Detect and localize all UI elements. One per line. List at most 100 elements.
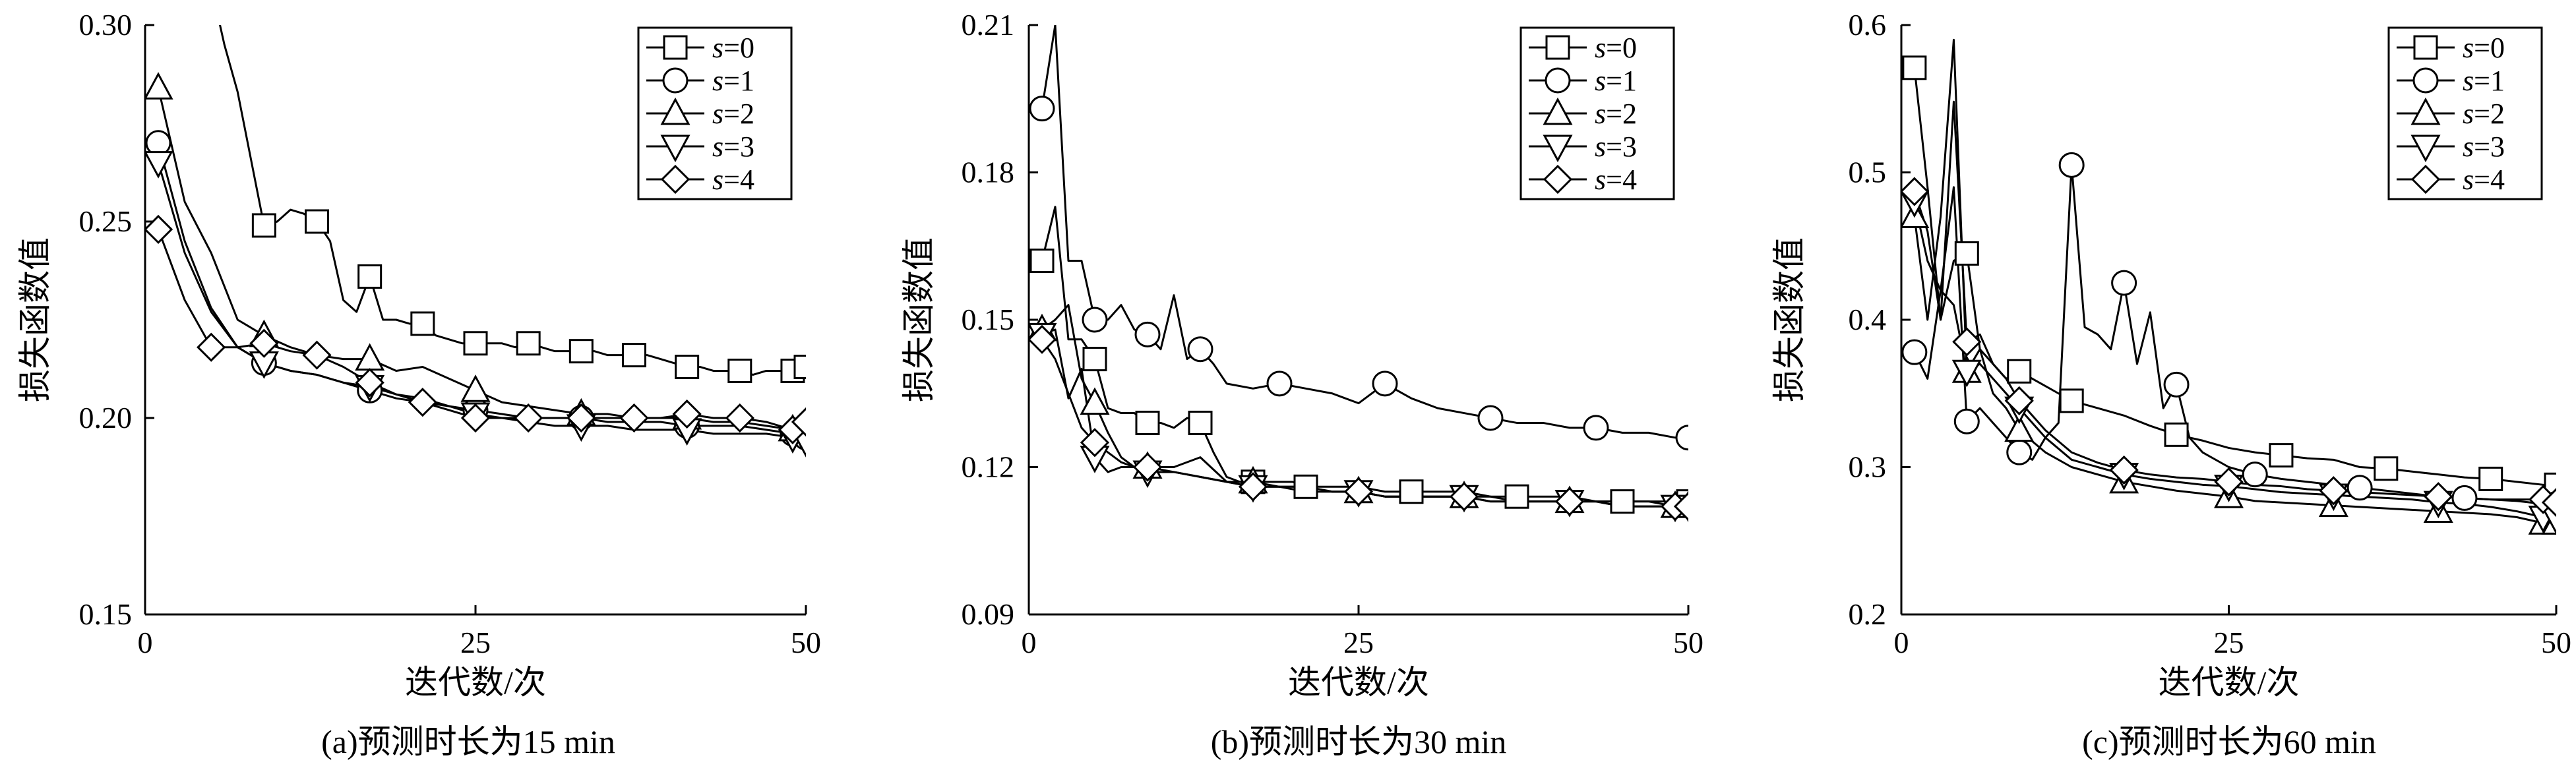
y-tick-label: 0.6 bbox=[1849, 8, 1887, 42]
data-point-s=2 bbox=[355, 343, 385, 371]
data-point-s=1 bbox=[1134, 321, 1161, 347]
legend-var: s bbox=[1595, 164, 1606, 196]
legend-marker-s=0 bbox=[2413, 35, 2438, 60]
data-point-s=3 bbox=[2541, 507, 2556, 535]
legend-label: s=3 bbox=[2463, 131, 2505, 163]
data-point-s=1 bbox=[2058, 152, 2085, 178]
data-point-s=1 bbox=[1082, 307, 1108, 333]
data-point-s=1 bbox=[1675, 425, 1688, 451]
legend-var: s bbox=[1595, 98, 1606, 130]
data-point-s=4 bbox=[1029, 324, 1057, 354]
data-point-s=4 bbox=[2109, 455, 2139, 485]
data-point-s=4 bbox=[2214, 467, 2244, 496]
data-point-s=4 bbox=[355, 368, 384, 398]
legend-value: =2 bbox=[2474, 98, 2505, 130]
data-point-s=0 bbox=[675, 355, 700, 380]
data-point-s=1 bbox=[2163, 371, 2190, 398]
legend-marker-s=3 bbox=[2410, 134, 2441, 163]
legend-marker-s=4 bbox=[2410, 164, 2441, 194]
legend-value: =4 bbox=[2474, 164, 2505, 196]
data-point-s=4 bbox=[2424, 482, 2453, 512]
legend-value: =2 bbox=[723, 98, 754, 130]
legend-label: s=2 bbox=[712, 98, 754, 130]
data-point-s=3 bbox=[145, 151, 173, 179]
data-point-s=4 bbox=[1449, 482, 1479, 512]
data-point-s=4 bbox=[145, 214, 173, 245]
legend-label: s=0 bbox=[2463, 32, 2505, 64]
legend-var: s bbox=[2463, 65, 2474, 97]
legend-value: =3 bbox=[1606, 131, 1637, 163]
data-point-s=1 bbox=[1372, 371, 1398, 397]
legend: s=0s=1s=2s=3s=4 bbox=[637, 26, 793, 200]
legend-marker-s=2 bbox=[660, 97, 690, 125]
data-point-s=4 bbox=[1952, 327, 1982, 357]
data-point-s=0 bbox=[1954, 241, 1979, 266]
data-point-s=4 bbox=[1343, 477, 1374, 506]
legend-marker-s=4 bbox=[660, 164, 690, 194]
data-point-s=0 bbox=[568, 339, 594, 364]
legend-value: =0 bbox=[723, 32, 754, 64]
data-point-s=1 bbox=[1029, 96, 1055, 122]
legend-value: =0 bbox=[2474, 32, 2505, 64]
y-tick-label: 0.3 bbox=[1849, 450, 1887, 484]
data-point-s=1 bbox=[2006, 439, 2033, 465]
data-point-s=1 bbox=[2451, 485, 2478, 511]
x-axis-label: 迭代数/次 bbox=[1288, 664, 1429, 701]
legend-marker-s=0 bbox=[1545, 35, 1570, 60]
x-tick-label: 50 bbox=[791, 626, 821, 659]
data-point-s=0 bbox=[516, 331, 541, 356]
x-axis-label: 迭代数/次 bbox=[405, 664, 546, 701]
y-tick-label: 0.15 bbox=[79, 597, 133, 631]
x-tick-label: 0 bbox=[138, 626, 153, 659]
series-group bbox=[1029, 25, 1688, 523]
legend-label: s=1 bbox=[2463, 65, 2505, 97]
legend-value: =3 bbox=[2474, 131, 2505, 163]
panel-caption: (a)预测时长为15 min bbox=[321, 723, 615, 760]
data-point-s=2 bbox=[460, 374, 491, 402]
data-point-s=1 bbox=[1953, 408, 1980, 434]
data-point-s=0 bbox=[1188, 410, 1213, 435]
panel-caption: (b)预测时长为30 min bbox=[1211, 723, 1507, 760]
x-axis-label: 迭代数/次 bbox=[2159, 664, 2300, 701]
data-point-s=4 bbox=[791, 407, 806, 437]
data-point-s=4 bbox=[514, 403, 543, 433]
data-point-s=4 bbox=[725, 403, 754, 433]
chart-panel-1: 0.15 0.20 0.25 0.30 0 25 50 迭代数/次 损失函数值 (a)预测时长为1… bbox=[16, 8, 821, 760]
legend-var: s bbox=[2463, 98, 2474, 130]
y-tick-label: 0.20 bbox=[79, 401, 133, 434]
data-point-s=0 bbox=[2164, 422, 2189, 447]
data-point-s=0 bbox=[1902, 55, 1927, 80]
y-axis-label: 损失函数值 bbox=[900, 237, 937, 402]
data-point-s=1 bbox=[2242, 461, 2268, 488]
legend-value: =1 bbox=[1606, 65, 1637, 97]
legend-var: s bbox=[712, 65, 723, 97]
data-point-s=0 bbox=[463, 331, 488, 356]
x-tick-label: 25 bbox=[460, 626, 491, 659]
data-point-s=0 bbox=[2269, 443, 2294, 468]
legend-label: s=3 bbox=[712, 131, 754, 163]
data-point-s=0 bbox=[1504, 484, 1529, 509]
y-tick-label: 0.18 bbox=[962, 156, 1015, 189]
y-tick-label: 0.15 bbox=[962, 303, 1015, 336]
legend: s=0s=1s=2s=3s=4 bbox=[1519, 26, 1675, 200]
legend-label: s=2 bbox=[2463, 98, 2505, 130]
data-point-s=0 bbox=[1082, 347, 1107, 372]
legend-label: s=0 bbox=[1595, 32, 1637, 64]
data-point-s=0 bbox=[357, 264, 383, 289]
data-point-s=0 bbox=[793, 355, 806, 380]
x-tick-label: 0 bbox=[1022, 626, 1037, 659]
y-tick-label: 0.09 bbox=[962, 597, 1015, 631]
legend-var: s bbox=[712, 32, 723, 64]
legend-var: s bbox=[2463, 164, 2474, 196]
data-point-s=4 bbox=[197, 332, 226, 362]
data-point-s=0 bbox=[1029, 249, 1055, 274]
data-point-s=4 bbox=[2541, 488, 2556, 518]
data-point-s=0 bbox=[1610, 489, 1635, 514]
legend-label: s=4 bbox=[2463, 164, 2505, 196]
legend-label: s=1 bbox=[1595, 65, 1637, 97]
series-group bbox=[145, 25, 806, 458]
data-point-s=4 bbox=[408, 388, 437, 417]
legend-marker-s=0 bbox=[663, 35, 688, 60]
data-point-s=4 bbox=[1673, 491, 1688, 521]
series-line-s=0 bbox=[1913, 67, 2556, 486]
